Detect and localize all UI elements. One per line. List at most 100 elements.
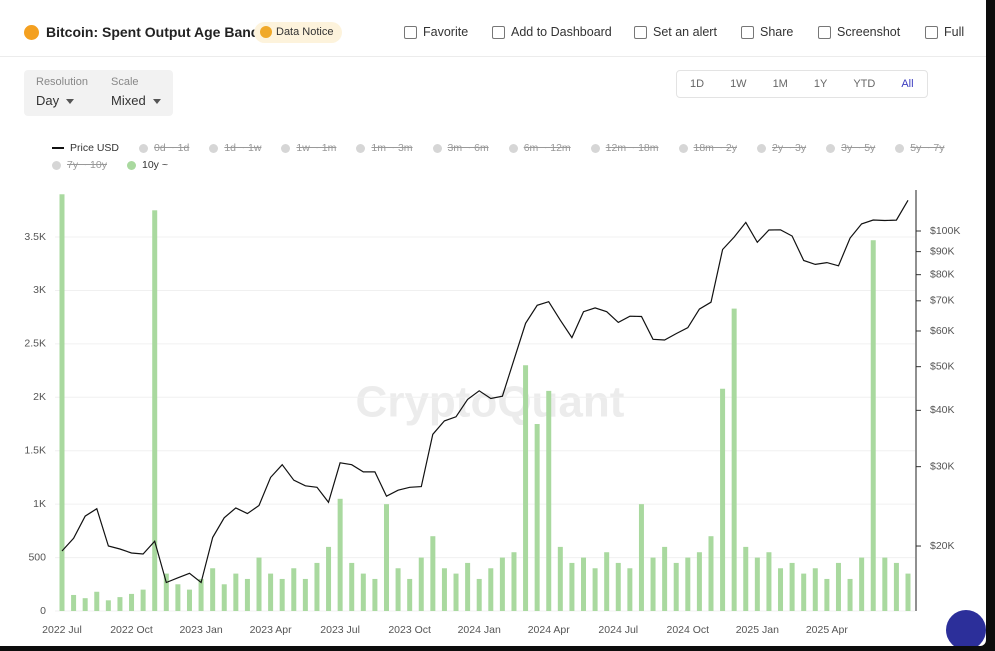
bar: [615, 562, 621, 611]
legend-label: 1m ~ 3m: [371, 142, 413, 154]
alert-button[interactable]: Set an alert: [634, 25, 717, 39]
chat-button[interactable]: [946, 610, 986, 646]
bar: [71, 594, 77, 611]
range-button[interactable]: 1W: [730, 78, 747, 90]
legend-item[interactable]: 1w ~ 1m: [281, 142, 336, 154]
bar: [499, 557, 505, 611]
watermark: CryptoQuant: [356, 378, 625, 427]
legend-item[interactable]: 3y ~ 5y: [826, 142, 875, 154]
legend-swatch: [895, 143, 905, 153]
y2-tick-label: $90K: [930, 245, 955, 257]
bar: [812, 568, 818, 611]
range-button[interactable]: 1Y: [813, 78, 828, 90]
bar: [870, 240, 876, 611]
bar: [372, 578, 378, 611]
bar: [453, 573, 459, 611]
data-notice[interactable]: Data Notice: [254, 22, 343, 43]
bar: [221, 584, 227, 611]
range-buttons: 1D 1W 1M 1Y YTD All: [676, 70, 928, 98]
legend-item[interactable]: 7y ~ 10y: [52, 159, 107, 171]
bar: [778, 568, 784, 611]
x-tick-label: 2022 Jul: [42, 624, 82, 636]
bar: [650, 557, 656, 611]
legend-item[interactable]: 18m ~ 2y: [678, 142, 737, 154]
y2-tick-label: $50K: [930, 360, 955, 372]
range-button[interactable]: YTD: [853, 78, 876, 90]
bar: [569, 562, 575, 611]
screenshot-button[interactable]: Screenshot: [817, 25, 901, 39]
bar: [418, 557, 424, 611]
bar: [882, 557, 888, 611]
x-tick-label: 2025 Jan: [736, 624, 779, 636]
y2-tick-label: $40K: [930, 404, 955, 416]
legend-item[interactable]: 1m ~ 3m: [356, 142, 413, 154]
bar: [847, 578, 853, 611]
legend-swatch: [678, 143, 688, 153]
bar: [546, 390, 552, 611]
range-button[interactable]: 1D: [690, 78, 705, 90]
bar: [685, 557, 691, 611]
bar: [407, 578, 413, 611]
legend-item[interactable]: 3m ~ 6m: [432, 142, 489, 154]
legend-item[interactable]: Price USD: [52, 142, 119, 154]
bar: [465, 562, 471, 611]
bar: [534, 424, 540, 611]
bar: [279, 578, 285, 611]
legend-swatch: [432, 143, 442, 153]
legend-label: 7y ~ 10y: [67, 159, 107, 171]
bar: [893, 562, 899, 611]
x-tick-label: 2023 Jan: [179, 624, 222, 636]
range-button[interactable]: 1M: [772, 78, 788, 90]
bar: [82, 598, 88, 611]
bar: [198, 578, 204, 611]
legend-swatch: [209, 143, 219, 153]
legend-label: 0d ~ 1d: [154, 142, 190, 154]
legend-item[interactable]: 10y ~: [127, 159, 168, 171]
y2-tick-label: $100K: [930, 225, 960, 237]
legend-swatch: [826, 143, 836, 153]
bar: [673, 562, 679, 611]
legend-label: 5y ~ 7y: [910, 142, 945, 154]
legend-item[interactable]: 6m ~ 12m: [508, 142, 571, 154]
chart-name: Bitcoin: Spent Output Age Bands: [46, 24, 268, 40]
bar: [824, 578, 830, 611]
legend-item[interactable]: 1d ~ 1w: [209, 142, 261, 154]
bar: [488, 568, 494, 611]
bar: [476, 578, 482, 611]
y-tick-label: 500: [28, 551, 46, 563]
resolution-select[interactable]: Day: [36, 93, 74, 108]
x-tick-label: 2024 Apr: [528, 624, 571, 636]
legend-label: 1w ~ 1m: [296, 142, 337, 154]
share-button[interactable]: Share: [740, 25, 794, 39]
legend-swatch: [508, 143, 518, 153]
legend-item[interactable]: 2y ~ 3y: [756, 142, 806, 154]
bar: [754, 557, 760, 611]
legend-item[interactable]: 0d ~ 1d: [139, 142, 189, 154]
coin-icon: [24, 25, 39, 40]
x-tick-label: 2024 Oct: [666, 624, 709, 636]
scale-select[interactable]: Mixed: [111, 93, 161, 108]
bar: [395, 568, 401, 611]
x-tick-label: 2024 Jul: [598, 624, 638, 636]
bar: [720, 388, 726, 611]
bar: [835, 562, 841, 611]
bar: [94, 591, 100, 611]
legend-item[interactable]: 5y ~ 7y: [895, 142, 944, 154]
bar: [129, 593, 135, 611]
bar: [349, 562, 355, 611]
legend: Price USD 0d ~ 1d 1d ~ 1w 1w ~ 1m 1m ~ 3m 3m …: [52, 142, 952, 171]
range-button[interactable]: All: [901, 78, 914, 90]
dashboard-button[interactable]: Add to Dashboard: [492, 25, 612, 39]
legend-item[interactable]: 12m ~ 18m: [590, 142, 659, 154]
legend-swatch: [139, 143, 149, 153]
x-tick-label: 2023 Jul: [320, 624, 360, 636]
x-tick-label: 2023 Oct: [388, 624, 431, 636]
header: Bitcoin: Spent Output Age Bands Data Not…: [0, 0, 986, 57]
full-button[interactable]: Full: [924, 25, 965, 39]
bar: [186, 589, 192, 611]
y-tick-label: 2.5K: [24, 338, 46, 350]
legend-label: 6m ~ 12m: [523, 142, 571, 154]
bar: [731, 308, 737, 611]
favorite-button[interactable]: Favorite: [403, 25, 469, 39]
